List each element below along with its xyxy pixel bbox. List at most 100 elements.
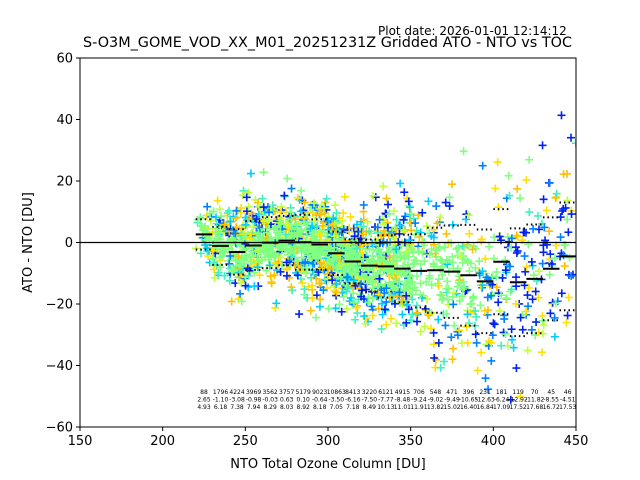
scatter-point	[291, 242, 300, 251]
scatter-point	[346, 212, 355, 221]
bin-count-label: 88	[200, 389, 208, 396]
scatter-point	[445, 202, 454, 211]
scatter-point	[556, 233, 565, 242]
scatter-point	[402, 247, 411, 256]
bin-mean-label: -7.50	[362, 397, 378, 404]
scatter-point	[268, 207, 277, 216]
scatter-point	[332, 263, 341, 272]
scatter-point	[287, 184, 296, 193]
scatter-point	[442, 288, 451, 297]
scatter-point	[300, 285, 309, 294]
bin-mean-label: -7.77	[378, 397, 394, 404]
scatter-point	[382, 284, 391, 293]
scatter-point	[391, 223, 400, 232]
bin-count-label: 231	[479, 389, 491, 396]
bin-std-label: 16.84	[476, 404, 493, 411]
bin-mean-label: -3.50	[329, 397, 345, 404]
scatter-point	[259, 168, 268, 177]
scatter-point	[359, 207, 368, 216]
scatter-point	[490, 233, 499, 242]
bin-std-label: 8.18	[313, 404, 327, 411]
scatter-point	[315, 302, 324, 311]
bin-count-label: 471	[446, 389, 458, 396]
scatter-point	[293, 271, 302, 280]
scatter-point	[217, 212, 226, 221]
scatter-point	[316, 258, 325, 267]
scatter-point	[552, 189, 561, 198]
bin-mean-label: -12.63	[475, 397, 495, 404]
bin-count-label: 4915	[395, 389, 410, 396]
scatter-point	[209, 207, 218, 216]
bin-mean-label: 0.63	[280, 397, 294, 404]
bin-count-label: 3562	[262, 389, 277, 396]
scatter-point	[471, 330, 480, 339]
scatter-point	[503, 232, 512, 241]
scatter-point	[524, 302, 533, 311]
scatter-point	[329, 255, 338, 264]
scatter-point	[471, 263, 480, 272]
scatter-point	[442, 229, 451, 238]
scatter-point	[478, 281, 487, 290]
scatter-point	[339, 224, 348, 233]
scatter-point	[203, 202, 212, 211]
scatter-point	[226, 217, 235, 226]
scatter-point	[347, 294, 356, 303]
scatter-point	[308, 200, 317, 209]
bin-count-label: 396	[463, 389, 475, 396]
bin-std-label: 17.53	[559, 404, 576, 411]
scatter-point	[545, 255, 554, 264]
scatter-point	[294, 261, 303, 270]
scatter-point	[539, 320, 548, 329]
scatter-point	[369, 272, 378, 281]
scatter-point	[545, 270, 554, 279]
scatter-point	[349, 298, 358, 307]
scatter-point	[412, 301, 421, 310]
scatter-point	[227, 267, 236, 276]
scatter-point	[415, 232, 424, 241]
scatter-point	[278, 246, 287, 255]
scatter-point	[498, 273, 507, 282]
scatter-point	[403, 301, 412, 310]
scatter-point	[558, 206, 567, 215]
bin-std-label: 8.03	[280, 404, 294, 411]
scatter-point	[448, 258, 457, 267]
scatter-point	[241, 220, 250, 229]
scatter-point	[512, 273, 521, 282]
scatter-point	[214, 232, 223, 241]
scatter-point	[504, 171, 513, 180]
scatter-point	[512, 248, 521, 257]
bin-std-label: 7.18	[346, 404, 360, 411]
scatter-point	[434, 275, 443, 284]
scatter-point	[363, 279, 372, 288]
scatter-point	[425, 250, 434, 259]
scatter-point	[501, 256, 510, 265]
scatter-point	[533, 211, 542, 220]
scatter-point	[442, 309, 451, 318]
bin-mean-label: -1.10	[213, 397, 229, 404]
bin-std-label: 11.91	[410, 404, 427, 411]
scatter-point	[259, 234, 268, 243]
scatter-point	[512, 364, 521, 373]
scatter-point	[347, 249, 356, 258]
scatter-point	[535, 267, 544, 276]
scatter-point	[298, 279, 307, 288]
scatter-point	[471, 306, 480, 315]
scatter-point	[223, 237, 232, 246]
scatter-point	[310, 199, 319, 208]
scatter-point	[312, 254, 321, 263]
scatter-point	[360, 312, 369, 321]
bin-std-label: 4.93	[197, 404, 211, 411]
scatter-point	[559, 251, 568, 260]
scatter-point	[377, 325, 386, 334]
scatter-point	[328, 276, 337, 285]
scatter-point	[255, 271, 264, 280]
scatter-point	[210, 273, 219, 282]
scatter-point	[259, 246, 268, 255]
scatter-point	[250, 268, 259, 277]
scatter-point	[491, 184, 500, 193]
scatter-point	[364, 298, 373, 307]
scatter-point	[483, 306, 492, 315]
y-axis: −60 −40 −20 0 20 40 60	[46, 52, 80, 436]
scatter-point	[560, 262, 569, 271]
scatter-point	[532, 318, 541, 327]
